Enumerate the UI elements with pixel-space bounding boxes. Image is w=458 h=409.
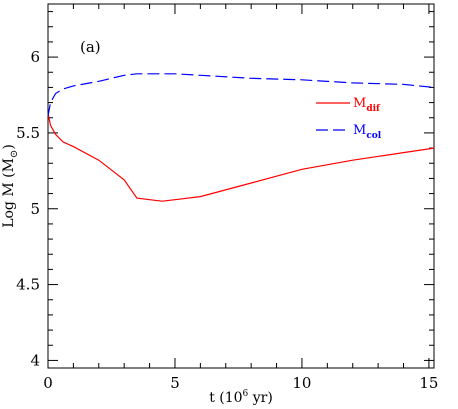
legend-label-m-dif-main: M: [353, 96, 366, 111]
legend-label-m-col-main: M: [353, 123, 366, 138]
x-tick-label: 0: [43, 374, 53, 392]
y-axis-label-main: Log M (M: [1, 158, 17, 228]
axis-tick-labels: 0 5 10 15 4 4.5 5 5.5 6: [16, 48, 438, 392]
x-axis-label-exponent: 6: [243, 389, 249, 399]
y-tick-label: 5: [30, 200, 40, 218]
x-tick-label: 5: [170, 374, 180, 392]
x-axis-label-suffix: yr): [248, 390, 273, 406]
axis-ticks: [47, 4, 434, 368]
x-tick-label: 10: [292, 374, 311, 392]
y-tick-label: 6: [30, 48, 40, 66]
x-axis-label-prefix: t (10: [209, 390, 242, 406]
series-line-m-col: [47, 73, 435, 117]
y-axis-label-close: ): [1, 144, 17, 149]
series-lines: [47, 73, 435, 202]
y-axis-label: Log M (M⊙): [1, 144, 20, 228]
y-tick-label: 4.5: [16, 276, 40, 294]
series-line-m-dif: [47, 113, 435, 202]
x-axis-label: t (106 yr): [209, 389, 273, 406]
legend: Mdif Mcol: [316, 96, 382, 141]
legend-label-m-dif-sub: dif: [366, 104, 381, 114]
legend-label-m-col: Mcol: [353, 123, 382, 141]
y-tick-label: 4: [30, 351, 40, 369]
legend-label-m-dif: Mdif: [353, 96, 381, 114]
panel-label: (a): [80, 38, 101, 56]
plot-frame: [47, 3, 435, 369]
x-tick-label: 15: [419, 374, 438, 392]
y-tick-label: 5.5: [16, 124, 40, 142]
legend-label-m-col-sub: col: [366, 131, 381, 141]
y-axis-label-sun-symbol: ⊙: [9, 150, 20, 158]
